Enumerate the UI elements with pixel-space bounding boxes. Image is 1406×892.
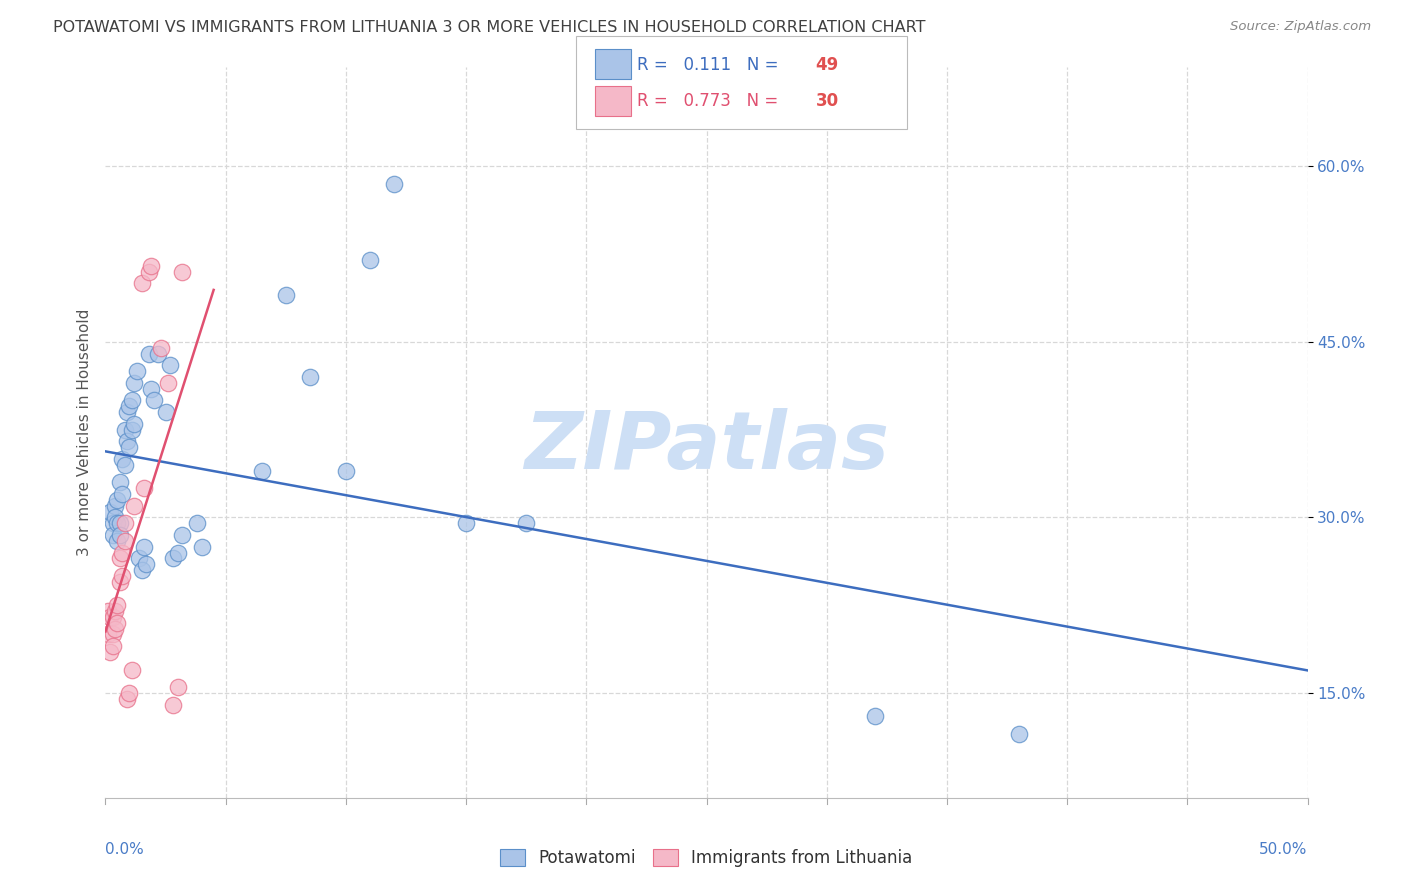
Point (114, 458, 136, 472)
Point (108, 475, 131, 490)
Legend: Potawatomi, Immigrants from Lithuania: Potawatomi, Immigrants from Lithuania (494, 843, 920, 874)
Point (108, 528, 131, 542)
Point (98, 505, 121, 519)
Point (132, 540, 155, 554)
Point (359, 252, 381, 267)
Point (149, 341, 172, 355)
Point (166, 680, 188, 694)
Point (107, 516, 129, 531)
Point (274, 288, 297, 302)
Point (111, 545, 134, 559)
Point (97, 604, 120, 618)
Point (172, 265, 194, 279)
Text: R =   0.773   N =: R = 0.773 N = (637, 92, 783, 110)
Point (108, 551, 131, 566)
Point (298, 370, 321, 384)
Text: POTAWATOMI VS IMMIGRANTS FROM LITHUANIA 3 OR MORE VEHICLES IN HOUSEHOLD CORRELAT: POTAWATOMI VS IMMIGRANTS FROM LITHUANIA … (53, 20, 927, 35)
Point (108, 574, 131, 589)
Text: ZIPatlas: ZIPatlas (524, 409, 889, 486)
Point (107, 599, 129, 613)
Point (159, 359, 181, 373)
Point (115, 434, 138, 449)
Point (138, 265, 160, 279)
Point (114, 533, 136, 548)
Point (108, 516, 131, 531)
Point (114, 423, 136, 437)
Point (1008, 727, 1031, 741)
Point (115, 691, 138, 706)
Point (111, 452, 134, 467)
Point (98, 645, 121, 659)
Point (190, 540, 212, 554)
Point (139, 382, 162, 396)
Point (101, 639, 124, 653)
Point (107, 533, 129, 548)
Point (124, 417, 146, 431)
Point (382, 177, 405, 191)
Point (101, 627, 124, 641)
Point (97, 627, 120, 641)
Point (118, 440, 141, 454)
Point (118, 399, 141, 413)
Point (166, 545, 188, 559)
Point (101, 516, 124, 531)
Text: 49: 49 (815, 56, 839, 74)
Point (107, 615, 129, 630)
Point (128, 551, 150, 566)
Point (121, 393, 143, 408)
Point (121, 423, 143, 437)
Point (131, 277, 153, 291)
Point (104, 622, 127, 636)
Point (139, 259, 162, 273)
Point (250, 464, 273, 478)
Point (111, 569, 134, 583)
Point (162, 551, 184, 566)
Point (125, 364, 148, 378)
Text: 30: 30 (815, 92, 838, 110)
Point (142, 393, 165, 408)
Point (155, 405, 177, 419)
Point (107, 492, 129, 507)
Point (118, 686, 141, 700)
Point (135, 558, 157, 572)
Text: 0.0%: 0.0% (105, 842, 145, 857)
Point (162, 698, 184, 712)
Point (131, 563, 153, 577)
Point (148, 346, 170, 360)
Point (114, 516, 136, 531)
Point (98, 610, 121, 624)
Y-axis label: 3 or more Vehicles in Household: 3 or more Vehicles in Household (76, 309, 91, 557)
Text: R =   0.111   N =: R = 0.111 N = (637, 56, 783, 74)
Point (186, 516, 208, 531)
Point (515, 516, 537, 531)
Text: Source: ZipAtlas.com: Source: ZipAtlas.com (1230, 20, 1371, 33)
Point (124, 376, 146, 390)
Point (104, 604, 127, 618)
Point (454, 516, 477, 531)
Point (121, 663, 143, 677)
Point (101, 610, 124, 624)
Point (111, 487, 134, 501)
Point (132, 481, 155, 495)
Point (104, 499, 127, 513)
Point (124, 499, 146, 513)
Point (138, 346, 160, 360)
Point (863, 709, 886, 723)
Point (104, 510, 127, 524)
Point (156, 376, 179, 390)
Point (335, 464, 357, 478)
Point (172, 528, 194, 542)
Text: 50.0%: 50.0% (1260, 842, 1308, 857)
Point (101, 528, 124, 542)
Point (115, 405, 138, 419)
